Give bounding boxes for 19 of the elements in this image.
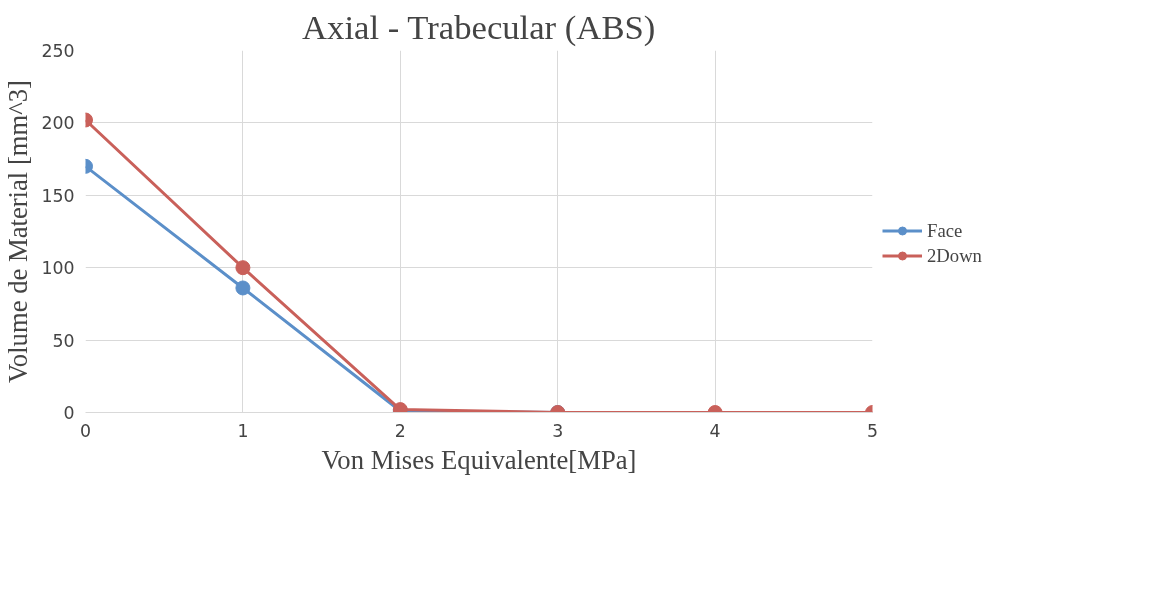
legend-label: 2Down	[927, 244, 982, 266]
x-tick-label: 3	[552, 420, 564, 441]
x-tick-label: 4	[709, 420, 721, 441]
x-tick-label: 2	[394, 420, 406, 441]
x-axis-title: Von Mises Equivalente[MPa]	[321, 444, 637, 475]
point	[235, 260, 251, 276]
x-tick-label: 0	[79, 420, 92, 441]
legend-label: Face	[927, 219, 963, 241]
y-tick-label: 150	[41, 185, 75, 206]
point	[235, 280, 251, 296]
y-tick-label: 250	[41, 41, 75, 61]
y-tick-label: 200	[41, 113, 75, 134]
y-axis-title: Volume de Material [mm^3]	[3, 80, 34, 383]
x-tick-label: 1	[237, 420, 249, 441]
y-tick-label: 0	[63, 403, 75, 423]
chart-title: Axial - Trabecular (ABS)	[302, 7, 656, 47]
y-tick-label: 100	[41, 258, 75, 279]
y-tick-label: 50	[52, 330, 75, 351]
x-tick-label: 5	[866, 420, 879, 441]
